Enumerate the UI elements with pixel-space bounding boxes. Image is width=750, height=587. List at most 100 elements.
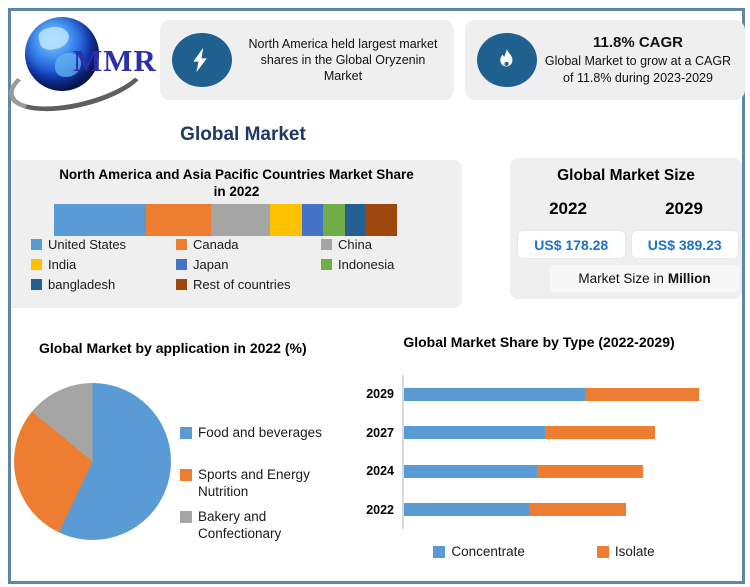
application-chart-title: Global Market by application in 2022 (%) bbox=[39, 340, 307, 356]
market-size-values: US$ 178.28 US$ 389.23 bbox=[518, 231, 738, 258]
section-title: Global Market bbox=[180, 124, 306, 145]
legend-item: Canada bbox=[176, 237, 321, 252]
type-chart-bar bbox=[404, 426, 656, 440]
type-chart-row: 2022 bbox=[356, 491, 744, 530]
type-chart-year-label: 2022 bbox=[366, 502, 394, 517]
legend-item: Concentrate bbox=[433, 544, 525, 559]
type-chart-row: 2029 bbox=[356, 375, 744, 414]
legend-label: China bbox=[338, 237, 372, 252]
market-size-value-2022: US$ 178.28 bbox=[518, 231, 625, 258]
legend-item: China bbox=[321, 237, 466, 252]
pie-legend-item-sports: Sports and Energy Nutrition bbox=[180, 467, 348, 501]
pie-legend-item-food: Food and beverages bbox=[180, 425, 348, 442]
legend-swatch bbox=[321, 259, 332, 270]
pie-legend-label: Food and beverages bbox=[198, 425, 322, 440]
legend-label: Canada bbox=[193, 237, 239, 252]
country-share-bar bbox=[54, 203, 397, 236]
legend-item: United States bbox=[31, 237, 176, 252]
flame-icon bbox=[477, 33, 537, 87]
legend-label: Indonesia bbox=[338, 257, 395, 272]
country-bar-segment bbox=[365, 203, 397, 236]
type-chart-bar bbox=[404, 503, 627, 517]
market-size-note-prefix: Market Size in bbox=[578, 271, 664, 286]
type-bar-segment-concentrate bbox=[404, 503, 530, 517]
type-chart-row: 2027 bbox=[356, 414, 744, 453]
type-chart-bar bbox=[404, 464, 643, 478]
legend-swatch bbox=[321, 239, 332, 250]
country-bar-segment bbox=[269, 203, 302, 236]
legend-item: Isolate bbox=[596, 544, 655, 559]
type-chart-year-label: 2029 bbox=[366, 387, 394, 402]
year-2029-label: 2029 bbox=[665, 199, 703, 218]
legend-item: India bbox=[31, 257, 176, 272]
pie-legend-label: Bakery and Confectionary bbox=[198, 509, 282, 541]
country-bar-segment bbox=[211, 203, 270, 236]
legend-label: United States bbox=[48, 237, 127, 252]
legend-swatch bbox=[433, 545, 446, 558]
type-chart-rows: 2029 2027 2024 2022 bbox=[356, 375, 744, 529]
cagr-title: 11.8% CAGR bbox=[592, 34, 684, 52]
type-bar-segment-isolate bbox=[545, 426, 656, 440]
country-bar-segment bbox=[301, 203, 323, 236]
legend-item: Rest of countries bbox=[176, 277, 321, 292]
type-bar-segment-isolate bbox=[529, 503, 627, 517]
type-chart-bar bbox=[404, 387, 699, 401]
country-share-legend: United States Canada China India Japan Indone… bbox=[31, 237, 466, 292]
highlight-box-market-share: North America held largest market shares… bbox=[160, 20, 454, 100]
infographic-frame: MMR North America held largest market sh… bbox=[2, 8, 745, 584]
cagr-text: Global Market to grow at a CAGR of 11.8%… bbox=[544, 54, 732, 85]
year-2022-label: 2022 bbox=[549, 199, 587, 218]
legend-label: India bbox=[48, 257, 77, 272]
type-chart-year-label: 2024 bbox=[366, 464, 394, 479]
market-size-note: Market Size in Million bbox=[550, 265, 739, 292]
market-size-note-unit: Million bbox=[667, 271, 711, 286]
pie-legend-swatch bbox=[180, 511, 192, 523]
legend-label: bangladesh bbox=[48, 277, 116, 292]
highlight-box-cagr: 11.8% CAGR Global Market to grow at a CA… bbox=[465, 20, 745, 100]
legend-label: Rest of countries bbox=[193, 277, 291, 292]
legend-swatch bbox=[31, 279, 42, 290]
country-bar-segment bbox=[322, 203, 345, 236]
type-bar-segment-concentrate bbox=[404, 426, 545, 440]
application-pie bbox=[14, 383, 171, 540]
pie-legend-item-bakery: Bakery and Confectionary bbox=[180, 509, 348, 543]
type-bar-segment-isolate bbox=[585, 387, 699, 401]
country-bar-segment bbox=[344, 203, 366, 236]
legend-swatch bbox=[176, 279, 187, 290]
logo-text: MMR bbox=[73, 43, 157, 78]
highlight-text: North America held largest market shares… bbox=[248, 36, 438, 84]
country-bar-segment bbox=[146, 203, 212, 236]
pie-legend-swatch bbox=[180, 469, 192, 481]
type-chart-year-label: 2027 bbox=[366, 425, 394, 440]
legend-swatch bbox=[176, 259, 187, 270]
legend-swatch bbox=[596, 545, 609, 558]
type-chart-title: Global Market Share by Type (2022-2029) bbox=[403, 334, 675, 350]
globe-icon bbox=[25, 17, 99, 91]
market-share-title-line2: in 2022 bbox=[213, 183, 260, 199]
type-chart-axis-line bbox=[402, 375, 404, 529]
market-share-chart-title: North America and Asia Pacific Countries… bbox=[11, 167, 462, 201]
type-bar-segment-concentrate bbox=[404, 464, 538, 478]
market-size-title: Global Market Size bbox=[557, 167, 695, 184]
legend-swatch bbox=[31, 259, 42, 270]
legend-swatch bbox=[31, 239, 42, 250]
market-share-title-line1: North America and Asia Pacific Countries… bbox=[59, 167, 414, 182]
mmr-logo: MMR bbox=[2, 11, 170, 124]
pie-legend-label: Sports and Energy Nutrition bbox=[198, 467, 310, 499]
market-size-value-2029: US$ 389.23 bbox=[631, 231, 738, 258]
type-bar-segment-concentrate bbox=[404, 387, 586, 401]
market-size-years: 2022 2029 bbox=[510, 199, 742, 219]
legend-item: Japan bbox=[176, 257, 321, 272]
legend-swatch bbox=[176, 239, 187, 250]
legend-item: bangladesh bbox=[31, 277, 176, 292]
type-bar-segment-isolate bbox=[537, 464, 643, 478]
type-chart-row: 2024 bbox=[356, 452, 744, 491]
type-chart-legend: Concentrate Isolate bbox=[374, 544, 714, 559]
legend-item: Indonesia bbox=[321, 257, 466, 272]
market-size-panel: Global Market Size 2022 2029 US$ 178.28 … bbox=[510, 158, 742, 299]
market-share-panel: North America and Asia Pacific Countries… bbox=[11, 160, 462, 308]
legend-label: Japan bbox=[193, 257, 229, 272]
lightning-bolt-icon bbox=[172, 33, 232, 87]
country-bar-segment bbox=[54, 203, 147, 236]
pie-legend-swatch bbox=[180, 427, 192, 439]
